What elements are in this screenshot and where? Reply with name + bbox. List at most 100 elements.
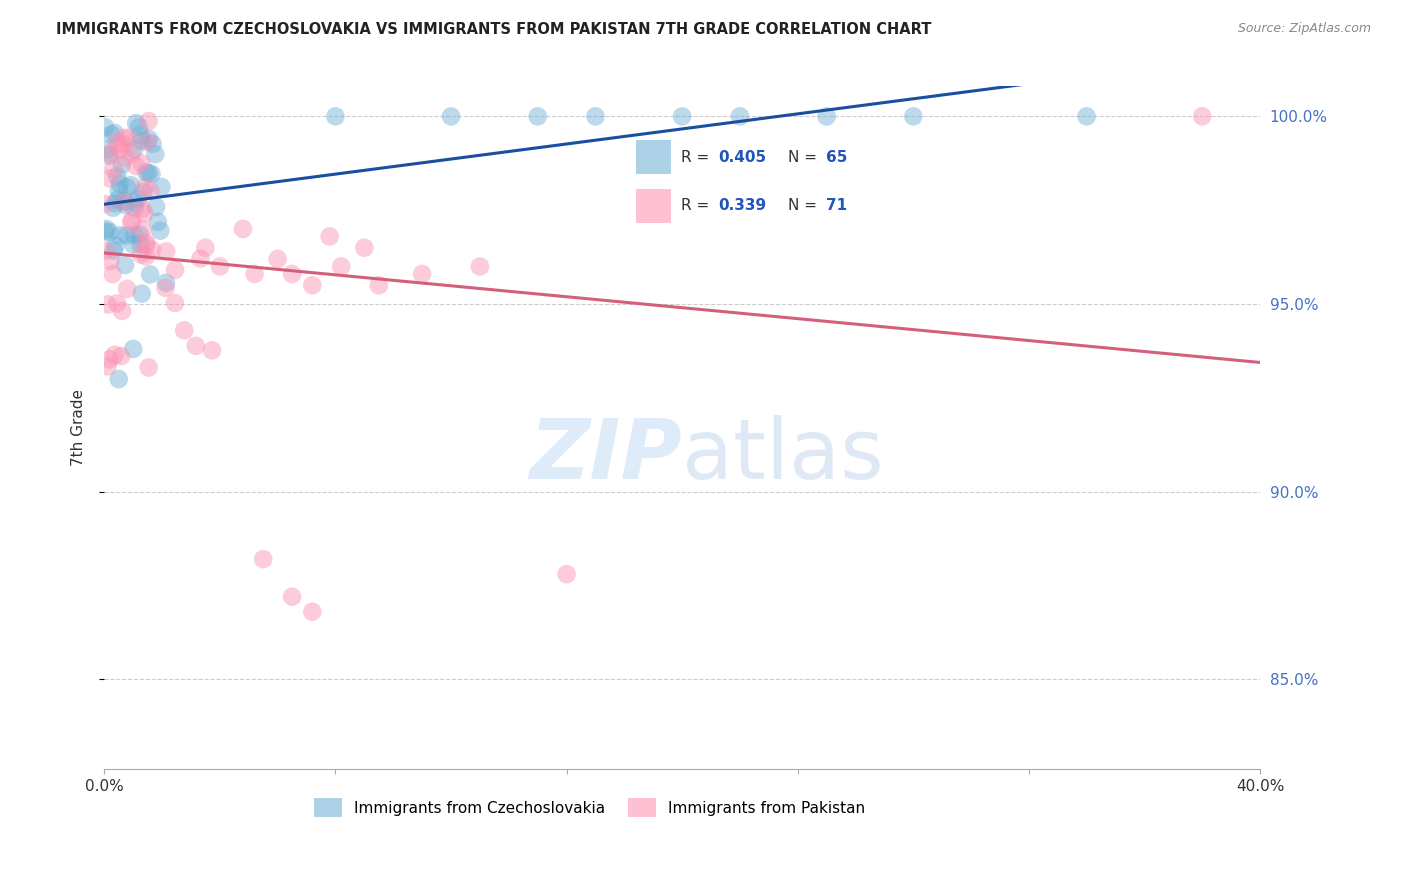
Point — [815, 109, 838, 123]
Point — [98, 254, 121, 268]
Point — [131, 286, 153, 301]
Point — [96, 222, 118, 236]
Point — [150, 180, 173, 194]
Point — [468, 260, 491, 274]
Text: 65: 65 — [825, 150, 846, 165]
Point — [105, 296, 128, 310]
Point — [131, 156, 153, 170]
Point — [112, 194, 135, 209]
Point — [122, 342, 145, 356]
Point — [122, 143, 145, 157]
Point — [94, 197, 117, 211]
Point — [94, 120, 117, 135]
Point — [98, 352, 121, 367]
Point — [131, 202, 153, 216]
Point — [131, 134, 153, 148]
Point — [108, 228, 131, 243]
Point — [301, 278, 323, 293]
Point — [139, 184, 162, 198]
Point — [134, 206, 156, 220]
Point — [128, 227, 150, 242]
Point — [201, 343, 224, 358]
Text: 0.405: 0.405 — [718, 150, 766, 165]
Text: IMMIGRANTS FROM CZECHOSLOVAKIA VS IMMIGRANTS FROM PAKISTAN 7TH GRADE CORRELATION: IMMIGRANTS FROM CZECHOSLOVAKIA VS IMMIGR… — [56, 22, 932, 37]
Point — [173, 323, 195, 337]
Point — [97, 143, 120, 157]
Point — [111, 304, 134, 318]
Point — [114, 151, 136, 165]
Point — [367, 278, 389, 293]
Text: R =: R = — [682, 150, 714, 165]
Point — [112, 131, 135, 145]
Point — [1191, 109, 1213, 123]
Text: 0.339: 0.339 — [718, 198, 766, 213]
Point — [115, 282, 138, 296]
Point — [145, 200, 167, 214]
Point — [440, 109, 463, 123]
Point — [120, 178, 142, 193]
Point — [232, 222, 254, 236]
Point — [1076, 109, 1098, 123]
Text: ZIP: ZIP — [530, 415, 682, 496]
Point — [129, 128, 152, 142]
Point — [149, 224, 172, 238]
Point — [124, 195, 146, 210]
Point — [330, 260, 353, 274]
Point — [325, 109, 347, 123]
Point — [105, 169, 128, 184]
Point — [108, 177, 131, 191]
Point — [728, 109, 751, 123]
Point — [138, 114, 160, 128]
Point — [100, 128, 122, 142]
Point — [105, 193, 128, 207]
Point — [252, 552, 274, 566]
Point — [101, 267, 124, 281]
Point — [190, 252, 212, 266]
Point — [555, 567, 578, 582]
Point — [94, 224, 117, 238]
Point — [131, 222, 153, 236]
Point — [142, 136, 165, 151]
Point — [135, 238, 157, 252]
Point — [165, 263, 187, 277]
Point — [105, 135, 128, 149]
Text: N =: N = — [789, 150, 823, 165]
Point — [184, 339, 207, 353]
Point — [115, 180, 138, 194]
Point — [97, 149, 120, 163]
Point — [98, 171, 121, 186]
Point — [129, 237, 152, 252]
Point — [903, 109, 925, 123]
Point — [115, 198, 138, 212]
Point — [127, 192, 149, 206]
Point — [104, 126, 127, 140]
Point — [208, 260, 231, 274]
Point — [243, 267, 266, 281]
Point — [112, 137, 135, 152]
Point — [143, 147, 166, 161]
Point — [318, 229, 340, 244]
Text: N =: N = — [789, 198, 823, 213]
Point — [194, 241, 217, 255]
Point — [134, 180, 156, 194]
FancyBboxPatch shape — [636, 189, 671, 224]
Text: 71: 71 — [825, 198, 846, 213]
Text: atlas: atlas — [682, 415, 884, 496]
Point — [125, 116, 148, 130]
Point — [122, 237, 145, 252]
Point — [138, 360, 160, 375]
Point — [97, 359, 120, 374]
Point — [120, 215, 142, 229]
Point — [139, 268, 162, 282]
Point — [155, 276, 177, 290]
Point — [281, 267, 304, 281]
Text: Source: ZipAtlas.com: Source: ZipAtlas.com — [1237, 22, 1371, 36]
Point — [135, 249, 157, 263]
Text: R =: R = — [682, 198, 714, 213]
Point — [266, 252, 288, 266]
Point — [138, 166, 160, 180]
Point — [138, 132, 160, 146]
Point — [585, 109, 607, 123]
Point — [141, 243, 163, 257]
Point — [155, 244, 177, 259]
